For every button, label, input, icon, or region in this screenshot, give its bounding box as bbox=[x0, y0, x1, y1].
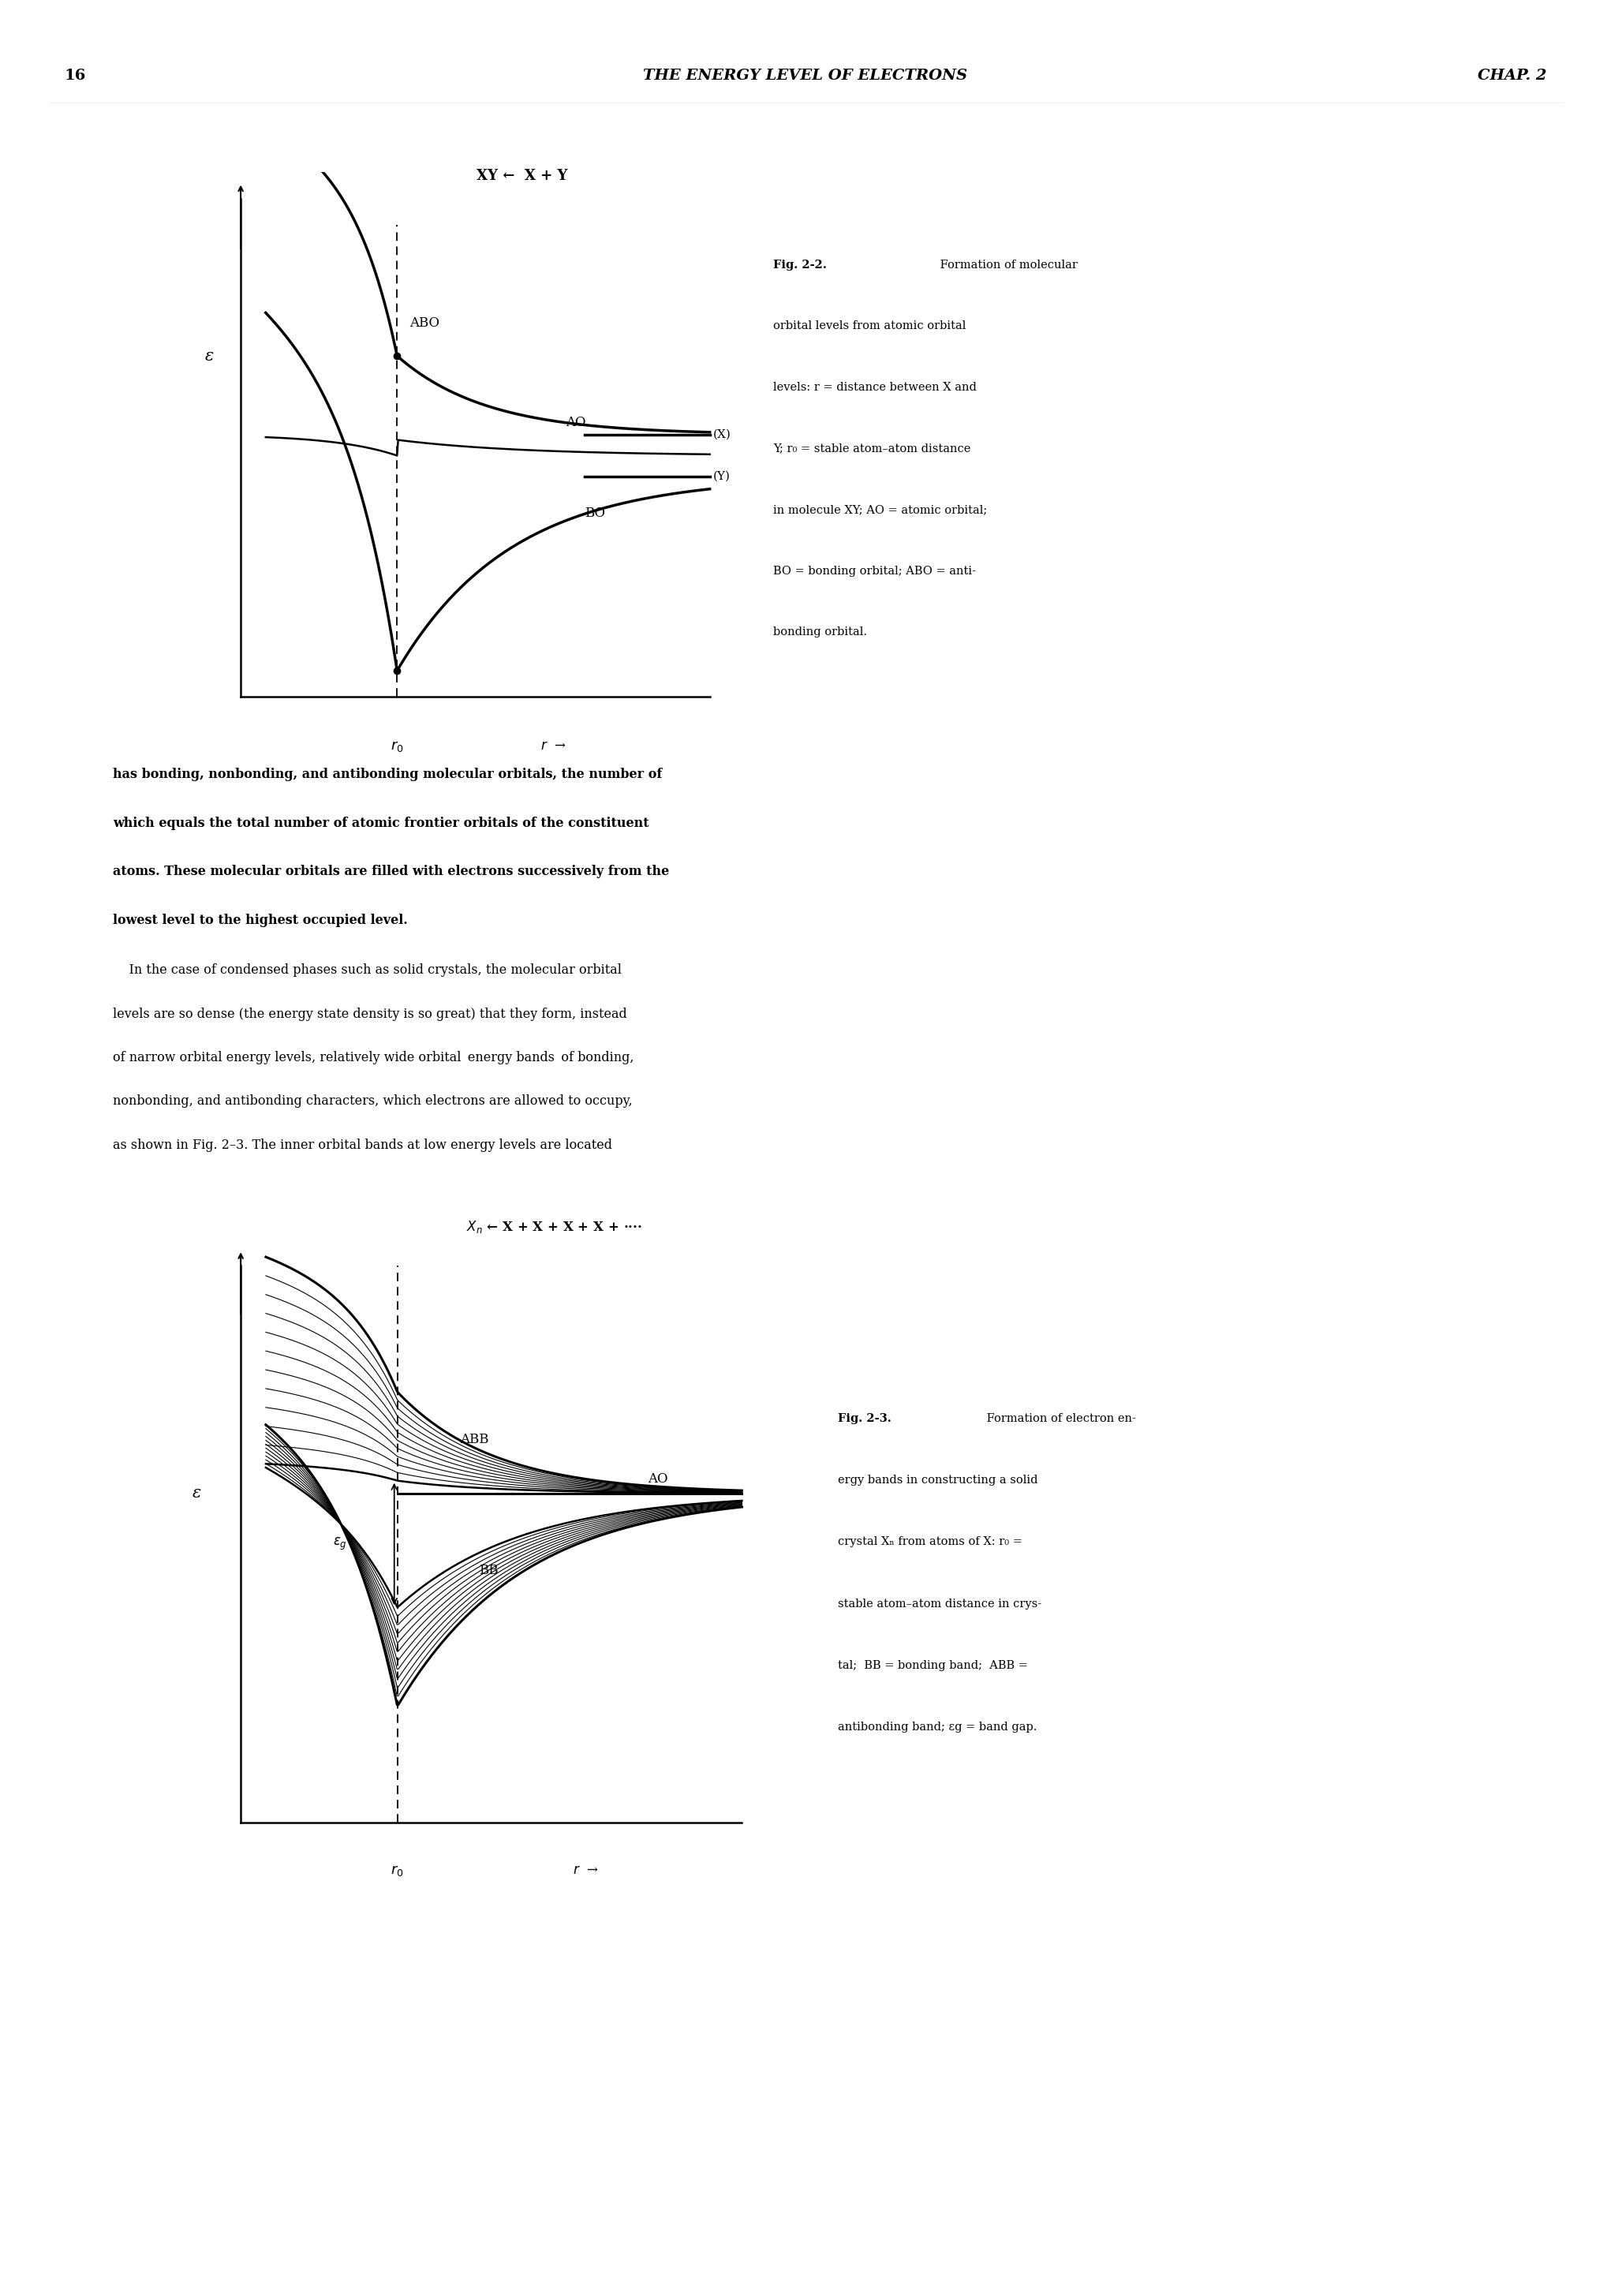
Text: In the case of condensed phases such as solid crystals, the molecular orbital: In the case of condensed phases such as … bbox=[113, 964, 622, 978]
Text: ABO: ABO bbox=[409, 317, 440, 331]
Text: BO = bonding orbital; ABO = anti-: BO = bonding orbital; ABO = anti- bbox=[773, 565, 976, 576]
Text: as shown in Fig. 2–3. The inner orbital bands at low energy levels are located: as shown in Fig. 2–3. The inner orbital … bbox=[113, 1139, 612, 1153]
Text: tal;  BB = bonding band;  ABB =: tal; BB = bonding band; ABB = bbox=[838, 1660, 1028, 1671]
Text: orbital levels from atomic orbital: orbital levels from atomic orbital bbox=[773, 321, 967, 331]
Text: Formation of molecular: Formation of molecular bbox=[936, 259, 1078, 271]
Text: has bonding, nonbonding, and antibonding molecular orbitals, the number of: has bonding, nonbonding, and antibonding… bbox=[113, 767, 662, 781]
Text: Fig. 2‑3.: Fig. 2‑3. bbox=[838, 1412, 891, 1424]
Text: AO: AO bbox=[648, 1472, 669, 1486]
Text: $\varepsilon_g$: $\varepsilon_g$ bbox=[333, 1536, 348, 1552]
Text: ε: ε bbox=[205, 349, 214, 363]
Text: ε: ε bbox=[192, 1486, 201, 1502]
Text: levels: r = distance between X and: levels: r = distance between X and bbox=[773, 381, 976, 393]
Text: $r_0$: $r_0$ bbox=[391, 1864, 404, 1878]
Text: $r$  →: $r$ → bbox=[572, 1864, 598, 1876]
Text: XY ←  X + Y: XY ← X + Y bbox=[477, 168, 567, 184]
Text: levels are so dense (the energy state density is so great) that they form, inste: levels are so dense (the energy state de… bbox=[113, 1008, 627, 1022]
Text: nonbonding, and antibonding characters, which electrons are allowed to occupy,: nonbonding, and antibonding characters, … bbox=[113, 1095, 633, 1109]
Text: Formation of electron en-: Formation of electron en- bbox=[983, 1412, 1136, 1424]
Text: bonding orbital.: bonding orbital. bbox=[773, 627, 867, 638]
Text: (Y): (Y) bbox=[714, 471, 730, 482]
Text: Fig. 2‑2.: Fig. 2‑2. bbox=[773, 259, 826, 271]
Text: atoms. These molecular orbitals are filled with electrons successively from the: atoms. These molecular orbitals are fill… bbox=[113, 866, 669, 879]
Text: $r$  →: $r$ → bbox=[541, 739, 567, 753]
Text: antibonding band; εg = band gap.: antibonding band; εg = band gap. bbox=[838, 1722, 1037, 1733]
Text: in molecule XY; AO = atomic orbital;: in molecule XY; AO = atomic orbital; bbox=[773, 505, 988, 514]
Text: CHAP. 2: CHAP. 2 bbox=[1477, 69, 1547, 83]
Text: THE ENERGY LEVEL OF ELECTRONS: THE ENERGY LEVEL OF ELECTRONS bbox=[643, 69, 968, 83]
Text: stable atom–atom distance in crys-: stable atom–atom distance in crys- bbox=[838, 1598, 1041, 1609]
Text: which equals the total number of atomic frontier orbitals of the constituent: which equals the total number of atomic … bbox=[113, 817, 649, 829]
Text: Y; r₀ = stable atom–atom distance: Y; r₀ = stable atom–atom distance bbox=[773, 443, 971, 455]
Text: lowest level to the highest occupied level.: lowest level to the highest occupied lev… bbox=[113, 914, 408, 928]
Text: ergy bands in constructing a solid: ergy bands in constructing a solid bbox=[838, 1474, 1037, 1486]
Text: BO: BO bbox=[585, 507, 606, 521]
Text: ABB: ABB bbox=[461, 1433, 488, 1446]
Text: crystal Xₙ from atoms of X: r₀ =: crystal Xₙ from atoms of X: r₀ = bbox=[838, 1536, 1023, 1548]
Text: $r_0$: $r_0$ bbox=[390, 739, 404, 753]
Text: 16: 16 bbox=[64, 69, 85, 83]
Text: (X): (X) bbox=[714, 429, 731, 441]
Text: $X_n$ ← X + X + X + X + ····: $X_n$ ← X + X + X + X + ···· bbox=[466, 1219, 641, 1235]
Text: of narrow orbital energy levels, relatively wide orbital  energy bands  of bondi: of narrow orbital energy levels, relativ… bbox=[113, 1052, 633, 1065]
Text: AO: AO bbox=[565, 416, 586, 429]
Text: BB: BB bbox=[478, 1564, 498, 1577]
